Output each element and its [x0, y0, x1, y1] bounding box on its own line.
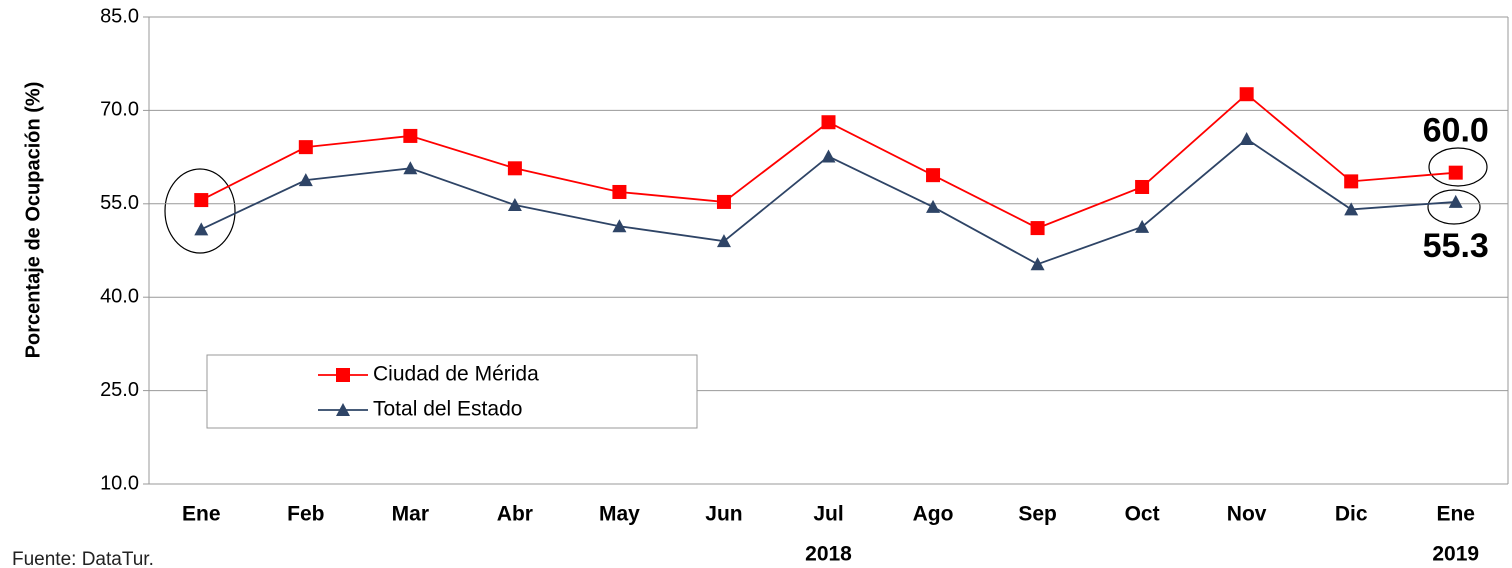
highlight-ellipse: [164, 168, 236, 254]
marker: [926, 199, 941, 213]
marker: [403, 128, 418, 143]
marker: [1448, 165, 1463, 180]
x-tick-label: Feb: [287, 503, 324, 526]
y-tick-label: 25.0: [100, 379, 139, 401]
marker: [821, 149, 836, 163]
marker: [298, 173, 313, 187]
x-tick-label: Mar: [392, 503, 429, 526]
source: Fuente: DataTur.: [12, 549, 154, 568]
legend-label: Ciudad de Mérida: [373, 363, 539, 386]
marker: [507, 198, 522, 212]
marker: [1030, 257, 1045, 271]
marker: [1135, 219, 1150, 233]
marker: [1344, 202, 1359, 216]
marker: [194, 193, 209, 208]
data-label: 60.0: [1423, 112, 1489, 150]
marker: [194, 222, 209, 236]
legend-box: [206, 354, 698, 429]
marker: [1448, 194, 1463, 208]
x-tick-label: Ene: [182, 503, 221, 526]
marker: [336, 403, 350, 416]
marker: [926, 168, 941, 183]
x-group-label: 2018: [805, 543, 852, 566]
y-tick-label: 40.0: [100, 285, 139, 307]
x-tick-label: Jun: [705, 503, 742, 526]
marker: [612, 219, 627, 233]
marker: [821, 115, 836, 130]
marker: [336, 368, 350, 382]
x-tick-label: Oct: [1125, 503, 1160, 526]
y-axis-label: Porcentaje de Ocupación (%): [22, 82, 44, 359]
x-tick-label: May: [599, 503, 640, 526]
x-group-label: 2019: [1432, 543, 1479, 566]
legend: Ciudad de Mérida Total del Estado: [206, 354, 698, 429]
x-tick-label: Sep: [1018, 503, 1057, 526]
marker: [612, 184, 627, 199]
marker: [1135, 179, 1150, 194]
y-tick-label: 70.0: [100, 99, 139, 121]
marker: [507, 161, 522, 176]
marker: [1239, 87, 1254, 102]
x-tick-label: Ago: [913, 503, 954, 526]
x-tick-label: Dic: [1335, 503, 1368, 526]
x-tick-label: Abr: [497, 503, 533, 526]
marker: [1239, 132, 1254, 146]
marker: [1030, 221, 1045, 236]
x-tick-label: Ene: [1436, 503, 1475, 526]
highlight-ellipse: [1428, 147, 1488, 187]
y-tick-label: 55.0: [100, 192, 139, 214]
marker: [716, 194, 731, 209]
marker: [1344, 174, 1359, 189]
data-label: 55.3: [1423, 227, 1489, 265]
marker: [403, 161, 418, 175]
legend-label: Total del Estado: [373, 398, 522, 421]
y-tick-label: 85.0: [100, 5, 139, 27]
highlight-ellipse: [1427, 189, 1481, 225]
x-tick-label: Jul: [813, 503, 843, 526]
y-tick-label: 10.0: [100, 472, 139, 494]
x-tick-label: Nov: [1227, 503, 1267, 526]
marker: [716, 234, 731, 248]
marker: [298, 140, 313, 155]
